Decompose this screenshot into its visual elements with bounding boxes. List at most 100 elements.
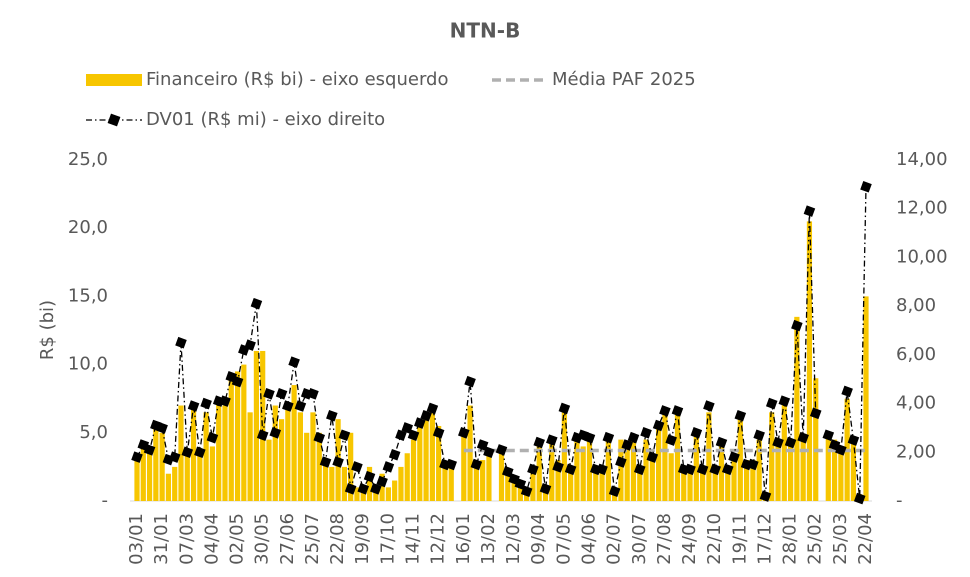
y-tick-label: 5,0 [79, 422, 108, 443]
bar [234, 371, 241, 501]
marker [363, 470, 376, 483]
x-tick-label: 09/04 [528, 513, 549, 565]
legend-label: Média PAF 2025 [552, 69, 696, 90]
marker [458, 427, 470, 439]
marker [709, 463, 721, 476]
marker [621, 439, 633, 451]
marker [332, 456, 344, 468]
bar [473, 466, 479, 501]
bar [285, 405, 291, 501]
marker [583, 431, 596, 444]
y-tick-label: - [102, 490, 109, 511]
bar [568, 466, 574, 501]
bar [341, 466, 347, 501]
bar [178, 405, 184, 501]
x-tick-label: 14/11 [403, 513, 424, 565]
bar [825, 432, 831, 501]
bar [216, 398, 222, 501]
x-tick-label: 07/05 [553, 513, 574, 565]
bar [813, 378, 819, 501]
marker [728, 451, 740, 463]
marker [143, 444, 156, 456]
bar [593, 466, 599, 501]
bar [662, 412, 668, 501]
y2-tick-label: 2,00 [896, 441, 936, 462]
bar [172, 466, 178, 501]
x-tick-label: 31/01 [151, 513, 172, 565]
x-tick-label: 19/09 [352, 513, 373, 565]
bar [743, 460, 750, 501]
x-tick-label: 24/09 [679, 513, 700, 565]
marker [778, 395, 791, 407]
bar [706, 412, 712, 501]
marker [338, 429, 351, 442]
bar [731, 453, 737, 501]
marker [734, 409, 747, 422]
bar [687, 466, 693, 501]
marker [282, 400, 294, 412]
marker [520, 485, 533, 498]
x-tick-label: 17/12 [754, 513, 775, 565]
marker [835, 444, 847, 456]
bar [461, 432, 467, 501]
x-tick-label: 25/07 [302, 513, 323, 565]
y-tick-label: 10,0 [68, 354, 108, 375]
bar [637, 466, 643, 501]
marker [546, 434, 558, 446]
chart-title: NTN-B [450, 19, 521, 43]
bar [134, 460, 140, 501]
marker [219, 395, 231, 407]
marker [527, 463, 539, 476]
marker [747, 458, 759, 471]
marker [131, 451, 143, 463]
marker [533, 436, 545, 449]
marker [244, 339, 256, 351]
marker [671, 405, 684, 417]
bar [291, 385, 297, 501]
x-tick-label: 30/07 [629, 513, 650, 565]
marker [652, 419, 665, 432]
x-tick-label: 04/04 [201, 513, 222, 565]
marker [181, 446, 194, 459]
bar [480, 460, 486, 501]
x-tick-label: 03/01 [126, 513, 147, 565]
marker [803, 205, 816, 217]
y-axis-title: R$ (bi) [37, 300, 58, 360]
bar [146, 453, 153, 501]
x-tick-label: 02/07 [604, 513, 625, 565]
y2-tick-label: 6,00 [896, 344, 936, 365]
legend-label: DV01 (R$ mi) - eixo direito [146, 109, 385, 130]
bar [750, 460, 756, 501]
marker [809, 407, 822, 420]
y2-tick-label: 14,00 [896, 149, 948, 170]
bar [555, 460, 561, 501]
marker [407, 429, 420, 442]
x-tick-label: 13/02 [478, 513, 499, 565]
bar [228, 378, 234, 501]
marker [432, 427, 445, 439]
bar [486, 453, 492, 501]
x-tick-label: 30/05 [252, 513, 273, 565]
bar [806, 221, 813, 501]
x-tick-label: 25/02 [805, 513, 826, 565]
x-tick-label: 04/06 [578, 513, 599, 565]
bar [549, 439, 555, 501]
marker [646, 451, 659, 463]
bar [222, 405, 228, 501]
bar [404, 453, 410, 501]
marker [640, 427, 652, 439]
bar [505, 473, 511, 501]
marker [414, 417, 426, 429]
marker [703, 400, 715, 412]
x-tick-label: 19/11 [729, 513, 750, 565]
bar [649, 460, 655, 501]
bar [863, 296, 869, 501]
bar [266, 439, 272, 501]
bar [561, 412, 567, 501]
marker [759, 490, 772, 502]
y2-tick-label: 12,00 [896, 198, 948, 219]
bar [209, 446, 216, 501]
bar [831, 439, 838, 501]
bar [718, 439, 725, 501]
bar [681, 466, 687, 501]
